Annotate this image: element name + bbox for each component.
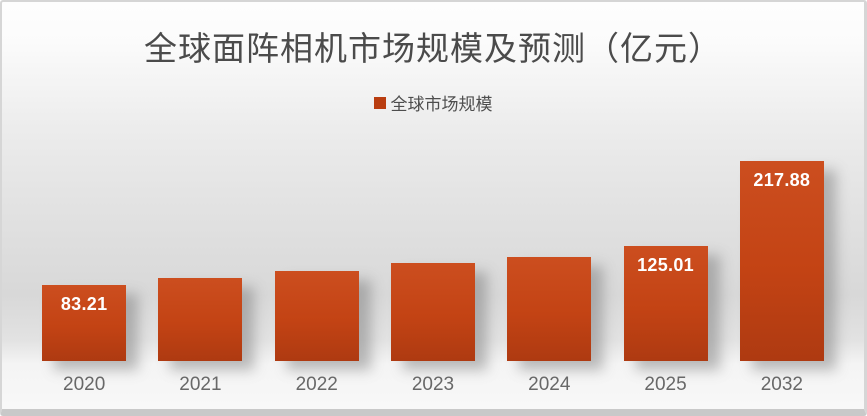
legend-swatch-icon: [373, 96, 386, 109]
x-axis-label: 2025: [644, 374, 687, 395]
bar-2024: [507, 257, 592, 361]
bar-2020: 83.21: [42, 284, 127, 361]
bar-column: 2023: [375, 113, 491, 409]
x-axis-label: 2032: [760, 374, 803, 395]
bar-column: 2021: [142, 113, 258, 409]
chart-title: 全球面阵相机市场规模及预测（亿元）: [144, 32, 722, 68]
bar-2023: [390, 263, 475, 361]
bar-column: 125.01 2025: [607, 113, 723, 409]
bar-column: 217.88 2032: [724, 113, 840, 409]
x-axis-label: 2021: [179, 374, 222, 395]
bar-column: 83.21 2020: [26, 113, 142, 409]
bar-2025: 125.01: [623, 246, 708, 361]
x-axis-label: 2023: [411, 374, 455, 395]
bar-2021: [158, 277, 243, 361]
bar-value-label: 83.21: [60, 293, 108, 314]
x-axis-label: 2024: [528, 374, 571, 395]
bar-value-label: 125.01: [637, 255, 694, 276]
x-axis-label: 2022: [295, 374, 338, 395]
x-axis-label: 2020: [63, 374, 106, 395]
bar-2032: 217.88: [739, 161, 824, 361]
legend: 全球市场规模: [2, 90, 864, 115]
bar-column: 2022: [259, 113, 375, 409]
bar-2022: [274, 271, 359, 361]
legend-label: 全球市场规模: [390, 95, 493, 114]
bar-column: 2024: [491, 113, 607, 409]
bar-value-label: 217.88: [753, 170, 811, 190]
bar-chart: 83.21 2020 2021 2022 2023 2024 125.01 2025 217.8…: [2, 113, 864, 409]
